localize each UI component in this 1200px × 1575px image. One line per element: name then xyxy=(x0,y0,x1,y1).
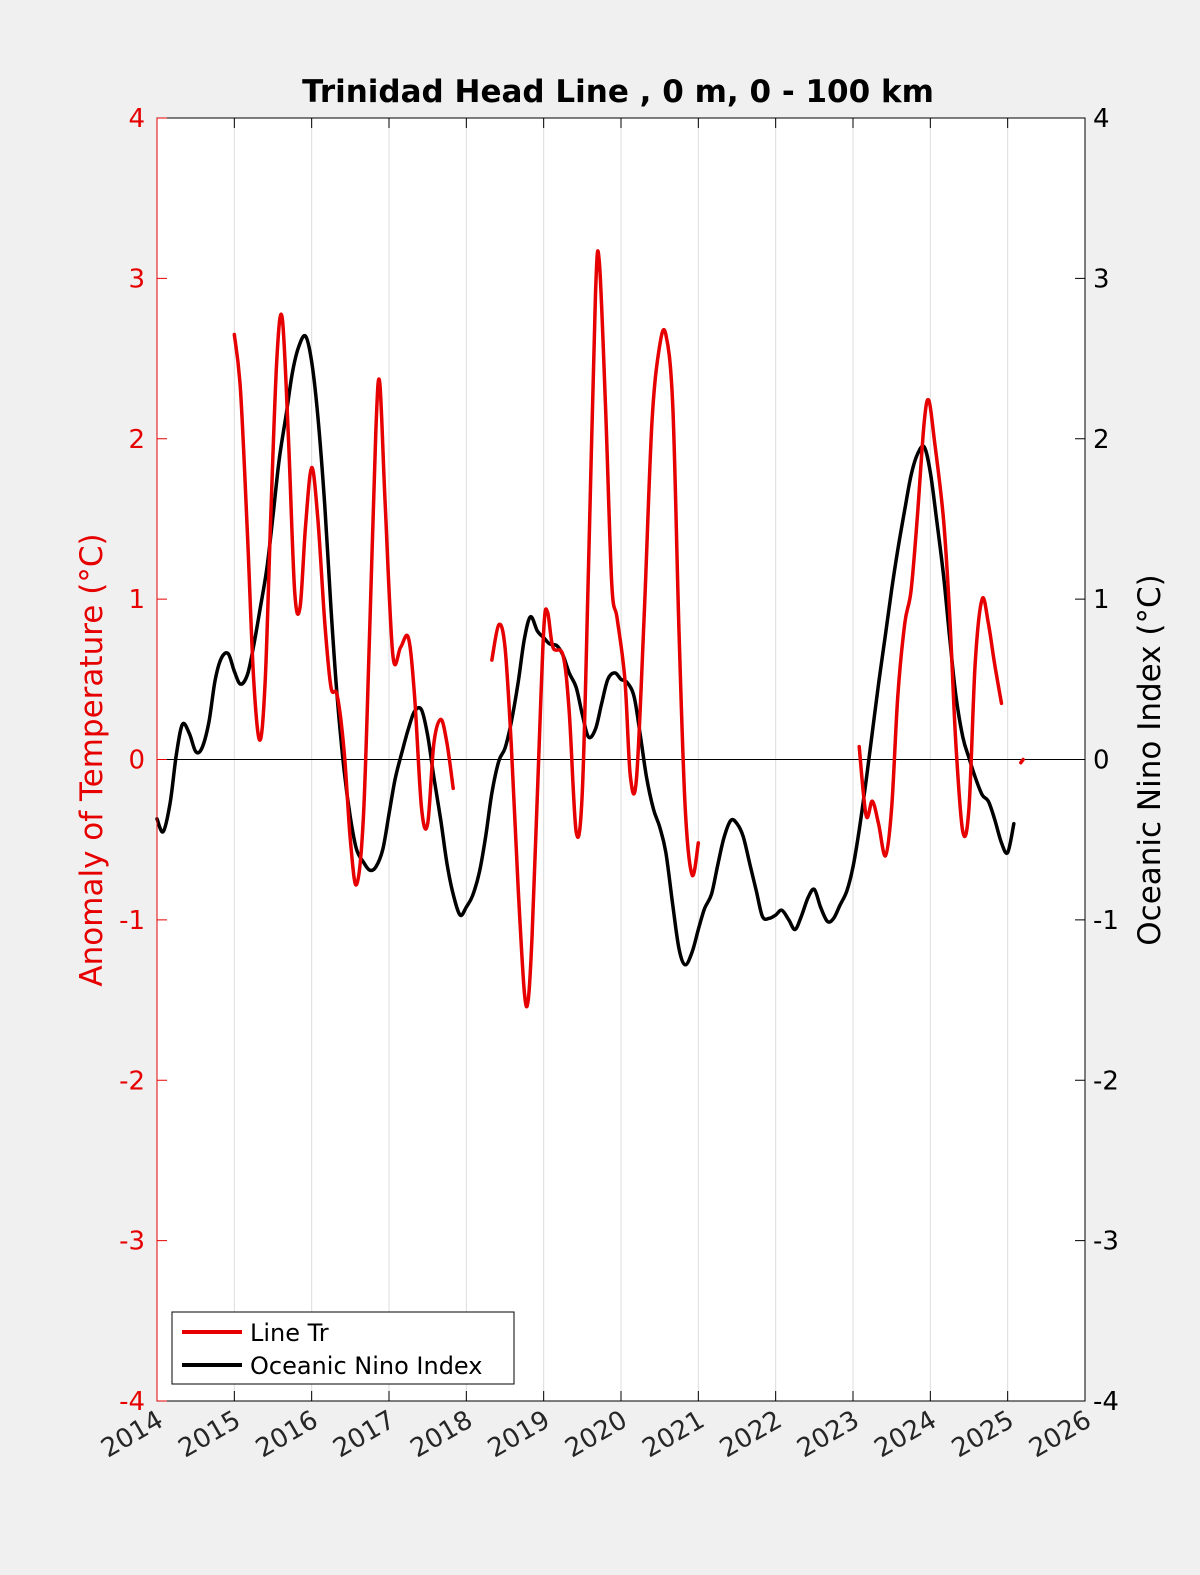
y-left-tick-label: 1 xyxy=(128,585,145,615)
series-line-line-tr-segment-1 xyxy=(490,249,701,1009)
y-right-tick-label: 3 xyxy=(1093,264,1110,294)
y-left-tick-label: 2 xyxy=(128,425,145,455)
chart-title: Trinidad Head Line , 0 m, 0 - 100 km xyxy=(302,74,934,110)
y-right-tick-label: 2 xyxy=(1093,425,1110,455)
series-group xyxy=(155,249,1025,1009)
y-right-tick-label: 1 xyxy=(1093,585,1110,615)
y-axis-label-right: Oceanic Nino Index (°C) xyxy=(1132,574,1168,945)
series-line-line-tr-segment-2 xyxy=(857,397,1004,858)
tick-labels: 2014 2015 2016 2017 2018 2019 2020 2021 2022 2023… xyxy=(96,104,1119,1464)
y-left-tick-label: -4 xyxy=(119,1387,145,1417)
y-right-tick-label: 4 xyxy=(1093,104,1110,134)
axis-ticks xyxy=(156,117,1086,1402)
series-line-oceanic-nino-index-segment-0 xyxy=(155,333,1016,967)
y-right-tick-label: 0 xyxy=(1093,746,1110,776)
y-right-tick-label: -2 xyxy=(1093,1066,1119,1096)
legend-box xyxy=(171,1311,515,1385)
y-left-tick-label: 3 xyxy=(128,264,145,294)
y-left-tick-label: -3 xyxy=(119,1227,145,1257)
y-left-tick-label: -1 xyxy=(119,906,145,936)
y-left-tick-label: -2 xyxy=(119,1066,145,1096)
series-line-line-tr-segment-0 xyxy=(232,312,455,887)
legend: Line Tr Oceanic Nino Index xyxy=(171,1311,515,1385)
y-right-tick-label: -3 xyxy=(1093,1227,1119,1257)
y-axis-label-left: Anomaly of Temperature (°C) xyxy=(74,533,110,986)
y-left-tick-label: 0 xyxy=(128,746,145,776)
series-line-line-tr-segment-3 xyxy=(1019,757,1025,765)
y-left-tick-label: 4 xyxy=(128,104,145,134)
legend-label-line-tr: Line Tr xyxy=(250,1319,329,1347)
legend-label-oni: Oceanic Nino Index xyxy=(250,1352,482,1380)
y-right-tick-label: -1 xyxy=(1093,906,1119,936)
y-right-tick-label: -4 xyxy=(1093,1387,1119,1417)
